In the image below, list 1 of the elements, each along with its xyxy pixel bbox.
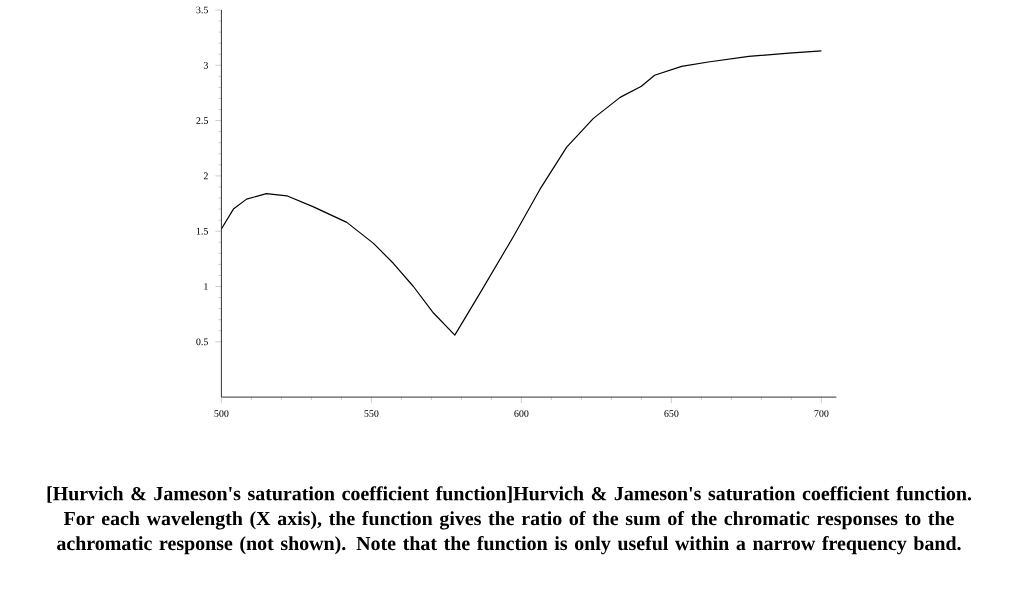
text: [Hurvich & Jameson's saturation coefficient function]Hurvich & Jameson's saturation coefficient function. For each wavelength (X axis), the function gives the ratio of the sum of the chromatic responses to the achromatic response (not shown). Note that the function is only useful within a narrow frequency band. [47,486,972,555]
